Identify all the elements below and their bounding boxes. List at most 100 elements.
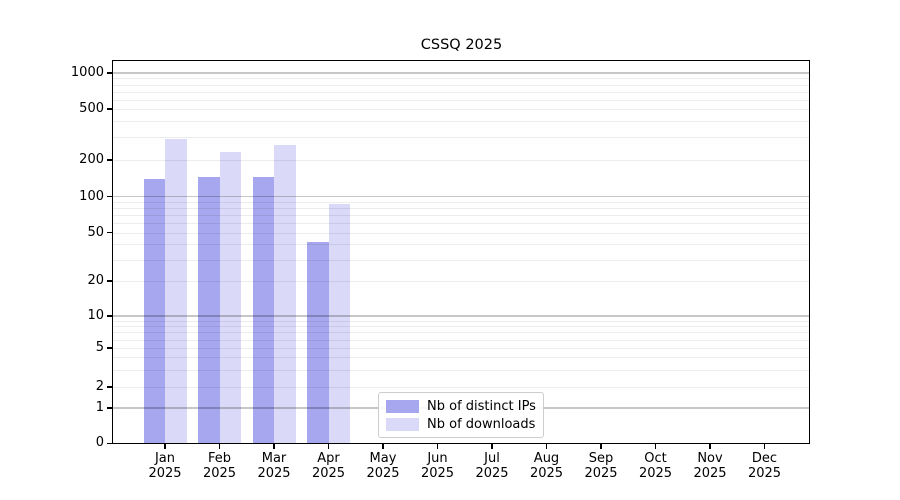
y-tick-mark	[106, 347, 113, 349]
y-tick-label: 10	[87, 308, 104, 323]
grid-line-minor	[113, 137, 810, 139]
bar-downloads	[274, 144, 296, 444]
grid-line-minor	[113, 281, 810, 282]
legend-label-distinct-ips: Nb of distinct IPs	[427, 398, 536, 414]
x-tick-label: Oct 2025	[628, 451, 684, 481]
grid-line-minor	[113, 387, 810, 388]
x-tick-year: 2025	[202, 465, 237, 481]
x-tick-label: Jul 2025	[464, 451, 520, 481]
x-tick-year: 2025	[693, 465, 727, 481]
y-tick-mark	[106, 280, 113, 282]
x-tick-mark	[491, 444, 493, 449]
x-tick-mark	[545, 444, 548, 449]
y-tick-mark	[106, 407, 113, 409]
y-tick-label: 50	[87, 224, 104, 240]
y-tick-mark	[106, 231, 113, 234]
x-tick-mark	[709, 444, 711, 449]
y-tick-mark	[106, 386, 113, 388]
x-tick-mark	[273, 444, 275, 449]
y-tick-mark	[106, 108, 113, 110]
grid-line-minor	[113, 369, 810, 371]
x-tick-month: Apr	[317, 451, 340, 466]
grid-line-minor	[113, 357, 810, 359]
x-tick-mark	[763, 444, 766, 449]
x-tick-label: Aug 2025	[519, 451, 575, 481]
bar-downloads	[328, 203, 350, 444]
x-tick-mark	[600, 444, 602, 449]
x-tick-year: 2025	[257, 465, 291, 481]
x-tick-label: Sep 2025	[573, 451, 629, 481]
x-tick-mark	[382, 444, 384, 449]
grid-line-minor	[113, 91, 810, 93]
grid-line-minor	[113, 332, 810, 334]
x-tick-year: 2025	[747, 465, 782, 481]
y-tick-label: 500	[79, 101, 104, 116]
x-tick-month: Dec	[751, 451, 778, 466]
x-tick-mark	[218, 444, 221, 449]
y-tick-mark	[106, 315, 113, 317]
legend-item-distinct-ips: Nb of distinct IPs	[386, 398, 536, 415]
grid-line-minor	[113, 208, 810, 210]
x-tick-month: Jan	[154, 451, 176, 466]
y-tick-label: 2	[95, 379, 104, 394]
x-tick-year: 2025	[311, 465, 346, 481]
grid-line-minor	[113, 259, 810, 261]
x-tick-year: 2025	[148, 465, 182, 481]
legend-item-downloads: Nb of downloads	[386, 416, 536, 433]
x-tick-month: Aug	[533, 451, 560, 466]
x-tick-mark	[327, 444, 330, 449]
y-tick-label: 1000	[70, 65, 104, 80]
grid-line-minor	[113, 320, 810, 322]
x-tick-month: Sep	[588, 451, 614, 466]
x-tick-month: Mar	[261, 451, 287, 466]
legend: Nb of distinct IPs Nb of downloads	[378, 392, 544, 438]
grid-line-minor	[113, 99, 810, 101]
y-tick-mark	[106, 442, 113, 445]
x-tick-mark	[164, 444, 166, 449]
x-tick-year: 2025	[475, 465, 509, 481]
y-tick-label: 5	[95, 340, 104, 355]
grid-line-minor	[113, 201, 810, 203]
chart-title: CSSQ 2025	[420, 37, 503, 53]
x-tick-year: 2025	[420, 465, 455, 481]
y-tick-label: 200	[79, 152, 104, 167]
x-tick-month: May	[369, 451, 397, 466]
x-tick-month: Jun	[427, 451, 448, 466]
x-tick-mark	[654, 444, 657, 449]
bar-downloads	[219, 151, 241, 444]
x-tick-label: Jun 2025	[410, 451, 466, 481]
x-tick-month: Feb	[207, 451, 232, 466]
grid-line-minor	[113, 215, 810, 217]
x-tick-label: Apr 2025	[301, 451, 357, 481]
plot-border	[112, 60, 810, 444]
y-tick-mark	[106, 72, 113, 74]
x-tick-label: Nov 2025	[682, 451, 738, 481]
grid-line-minor	[113, 160, 810, 161]
grid-line-minor	[113, 232, 810, 234]
y-tick-mark	[106, 159, 113, 161]
grid-line-minor	[113, 121, 810, 123]
bar-distinct-ips	[198, 176, 220, 444]
x-tick-year: 2025	[638, 465, 673, 481]
grid-line-major	[113, 315, 810, 317]
bar-distinct-ips	[307, 241, 329, 444]
grid-line-minor	[113, 78, 810, 80]
grid-line-minor	[113, 339, 810, 341]
x-tick-year: 2025	[366, 465, 400, 481]
y-tick-label: 20	[87, 273, 104, 288]
grid-line-major	[113, 195, 810, 198]
grid-line-minor	[113, 109, 810, 110]
bar-downloads	[165, 138, 187, 444]
grid-line-major	[113, 72, 810, 74]
grid-line-minor	[113, 223, 810, 225]
x-tick-label: Mar 2025	[246, 451, 302, 481]
grid-line-minor	[113, 348, 810, 349]
x-tick-year: 2025	[529, 465, 564, 481]
y-tick-label: 1	[95, 400, 104, 415]
x-tick-month: Oct	[644, 451, 667, 466]
x-tick-label: Feb 2025	[192, 451, 248, 481]
y-tick-label: 0	[95, 435, 104, 451]
x-tick-mark	[436, 444, 439, 449]
grid-line-minor	[113, 244, 810, 246]
